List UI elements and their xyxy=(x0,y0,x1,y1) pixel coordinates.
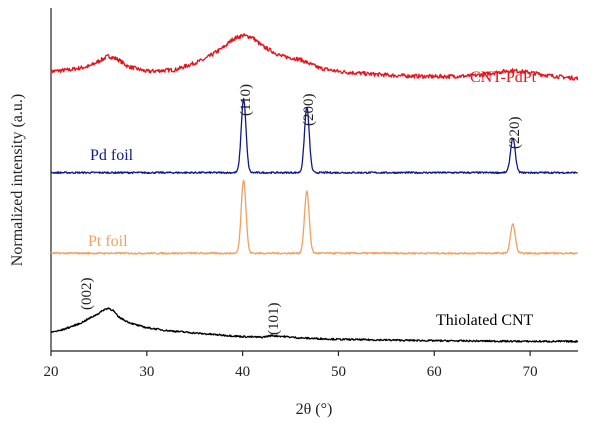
peak-label-101: (101) xyxy=(266,303,282,336)
series-line-pt-foil xyxy=(50,179,579,255)
x-tick-label: 30 xyxy=(139,364,154,380)
x-tick-label: 20 xyxy=(44,364,59,380)
labels-layer: CNT-PdPt Pd foil Pt foil Thiolated CNT xyxy=(88,69,537,329)
peak-label-002: (002) xyxy=(79,278,95,311)
series-layer xyxy=(50,33,579,343)
series-line-cnt-pdpt xyxy=(50,33,579,81)
x-tick-label: 50 xyxy=(331,364,346,380)
x-tick-label: 60 xyxy=(427,364,442,380)
axes xyxy=(50,8,578,352)
series-label-pd-foil: Pd foil xyxy=(90,147,134,164)
x-axis-label: 2θ (°) xyxy=(296,401,333,418)
peak-labels: (110) (200) (220) (002) (101) xyxy=(79,84,523,335)
y-axis-label: Normalized intensity (a.u.) xyxy=(9,94,26,266)
series-line-thiolated-cnt xyxy=(50,307,579,343)
peak-label-220: (220) xyxy=(507,117,523,150)
series-label-cnt-pdpt: CNT-PdPt xyxy=(470,69,537,86)
series-label-pt-foil: Pt foil xyxy=(88,233,128,250)
peak-label-200: (200) xyxy=(301,94,317,127)
series-label-thiolated-cnt: Thiolated CNT xyxy=(436,312,534,329)
peak-label-110: (110) xyxy=(238,84,254,116)
series-line-pd-foil xyxy=(50,97,579,175)
x-tick-label: 70 xyxy=(523,364,538,380)
x-tick-label: 40 xyxy=(235,364,250,380)
x-ticks: 20 30 40 50 60 70 xyxy=(44,351,538,380)
